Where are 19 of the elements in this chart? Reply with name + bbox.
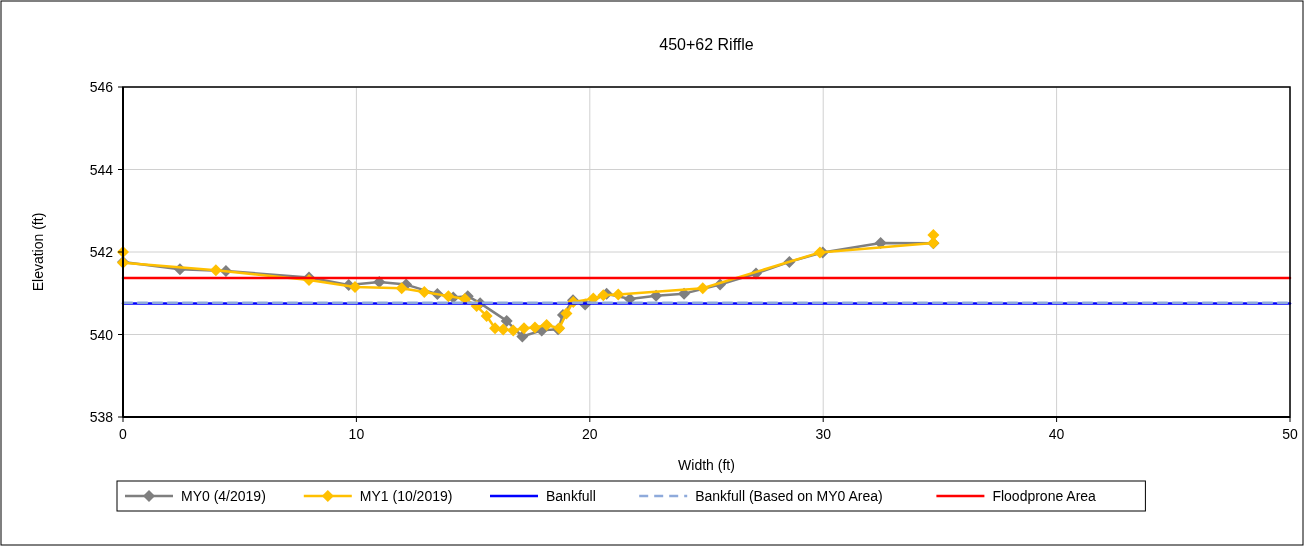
legend-label: Bankfull (Based on MY0 Area) — [695, 488, 883, 504]
chart-title: 450+62 Riffle — [659, 36, 754, 53]
legend-label: Bankfull — [546, 488, 596, 504]
y-tick-label: 546 — [89, 79, 114, 95]
x-tick-label: 40 — [1048, 426, 1065, 442]
y-tick-label: 540 — [89, 326, 114, 343]
x-tick-label: 50 — [1282, 426, 1298, 442]
y-tick-label: 538 — [89, 409, 114, 425]
x-tick-label: 20 — [582, 426, 598, 442]
x-tick-label: 30 — [815, 426, 832, 442]
legend-label: MY1 (10/2019) — [359, 488, 453, 504]
legend-label: MY0 (4/2019) — [181, 488, 266, 504]
x-tick-label: 10 — [348, 426, 365, 442]
y-tick-label: 542 — [89, 244, 114, 260]
legend-label: Floodprone Area — [992, 488, 1097, 504]
x-tick-label: 0 — [119, 426, 128, 442]
y-tick-label: 544 — [89, 161, 114, 178]
x-axis-title: Width (ft) — [678, 457, 735, 473]
y-axis-title: Elevation (ft) — [30, 212, 46, 292]
